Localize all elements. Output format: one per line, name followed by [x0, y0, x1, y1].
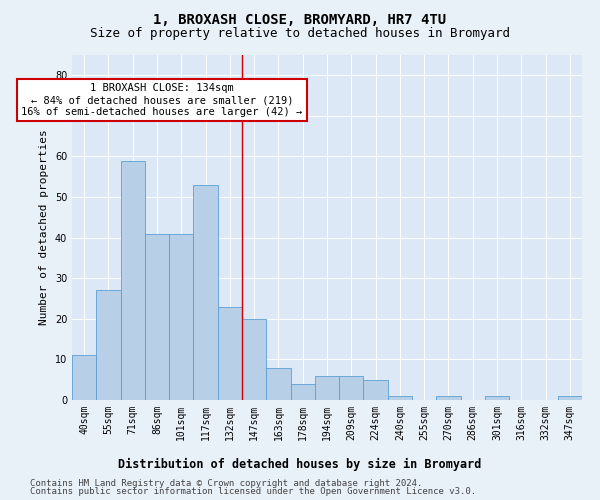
Bar	[290, 384, 315, 400]
Bar	[315, 376, 339, 400]
Text: 1, BROXASH CLOSE, BROMYARD, HR7 4TU: 1, BROXASH CLOSE, BROMYARD, HR7 4TU	[154, 12, 446, 26]
Text: Contains HM Land Registry data © Crown copyright and database right 2024.: Contains HM Land Registry data © Crown c…	[30, 478, 422, 488]
Bar	[96, 290, 121, 400]
Bar	[121, 160, 145, 400]
Bar	[266, 368, 290, 400]
Bar	[436, 396, 461, 400]
Y-axis label: Number of detached properties: Number of detached properties	[39, 130, 49, 326]
Bar	[364, 380, 388, 400]
Bar	[485, 396, 509, 400]
Bar	[169, 234, 193, 400]
Text: Size of property relative to detached houses in Bromyard: Size of property relative to detached ho…	[90, 28, 510, 40]
Text: 1 BROXASH CLOSE: 134sqm
← 84% of detached houses are smaller (219)
16% of semi-d: 1 BROXASH CLOSE: 134sqm ← 84% of detache…	[21, 84, 302, 116]
Bar	[218, 306, 242, 400]
Bar	[242, 319, 266, 400]
Bar	[388, 396, 412, 400]
Bar	[339, 376, 364, 400]
Text: Contains public sector information licensed under the Open Government Licence v3: Contains public sector information licen…	[30, 487, 476, 496]
Bar	[145, 234, 169, 400]
Bar	[72, 356, 96, 400]
Bar	[193, 185, 218, 400]
Bar	[558, 396, 582, 400]
Text: Distribution of detached houses by size in Bromyard: Distribution of detached houses by size …	[118, 458, 482, 470]
